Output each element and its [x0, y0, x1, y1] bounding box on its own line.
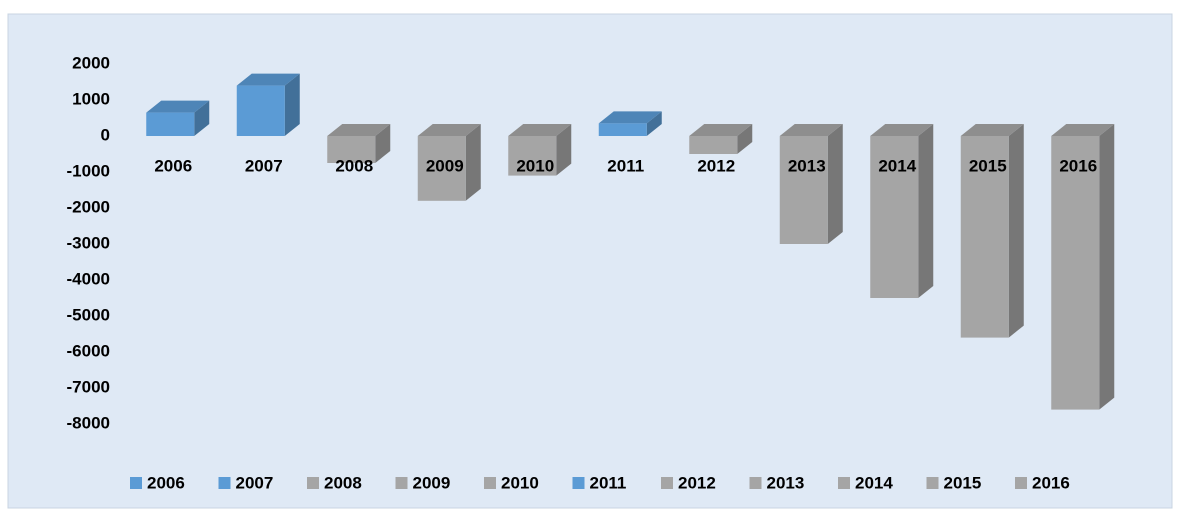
bar-front	[1051, 136, 1100, 410]
y-tick-label: -7000	[67, 377, 110, 396]
bar	[870, 124, 934, 298]
bar-top	[779, 124, 843, 136]
bar-top	[508, 124, 572, 136]
bar-top	[598, 111, 662, 124]
x-tick-label: 2014	[878, 156, 916, 175]
legend-swatch	[661, 477, 673, 489]
bar	[1051, 124, 1115, 410]
bar	[327, 124, 391, 163]
bar-side	[1099, 124, 1115, 410]
bar-side	[1008, 124, 1024, 338]
legend-label: 2014	[855, 473, 893, 492]
bar	[508, 124, 572, 176]
x-tick-label: 2015	[969, 156, 1007, 175]
bar	[689, 124, 753, 154]
bar-front	[870, 136, 919, 298]
legend-label: 2006	[147, 473, 185, 492]
bar-side	[827, 124, 843, 244]
bar-front	[689, 136, 738, 154]
legend-label: 2013	[767, 473, 805, 492]
bar-top	[417, 124, 481, 136]
bar-side	[284, 73, 300, 136]
legend-swatch	[749, 477, 762, 489]
bar-front	[146, 112, 195, 136]
bar-side	[918, 124, 934, 298]
bar-top	[146, 100, 210, 113]
legend-label: 2010	[501, 473, 539, 492]
x-tick-label: 2012	[697, 156, 735, 175]
x-tick-label: 2010	[516, 156, 554, 175]
legend-swatch	[926, 477, 939, 489]
bar-side	[737, 124, 753, 154]
bar-front	[779, 136, 828, 244]
y-tick-label: 0	[101, 125, 110, 144]
bar-side	[375, 124, 391, 163]
legend-label: 2008	[324, 473, 362, 492]
bar-top	[689, 124, 753, 136]
x-tick-label: 2007	[245, 156, 283, 175]
legend-swatch	[130, 477, 142, 489]
bar-front	[327, 136, 376, 163]
bar-front	[236, 85, 285, 136]
bar-side	[465, 124, 481, 201]
bar-front	[417, 136, 466, 201]
bar-top	[960, 124, 1024, 136]
y-tick-label: -8000	[67, 413, 110, 432]
bar-side	[646, 111, 662, 136]
bar-top	[870, 124, 934, 136]
bar-side	[194, 100, 210, 136]
x-tick-label: 2009	[426, 156, 464, 175]
legend-swatch	[395, 477, 408, 489]
bar	[417, 124, 481, 201]
y-tick-label: -4000	[67, 269, 110, 288]
x-tick-label: 2016	[1059, 156, 1097, 175]
x-tick-label: 2011	[607, 156, 644, 175]
bar-side	[556, 124, 572, 176]
bar	[236, 73, 300, 136]
legend-swatch	[307, 477, 319, 489]
legend-swatch	[218, 477, 231, 489]
x-tick-label: 2008	[335, 156, 373, 175]
x-tick-label: 2006	[154, 156, 192, 175]
bar-front	[960, 136, 1009, 338]
legend-swatch	[572, 477, 585, 489]
y-tick-label: -3000	[67, 233, 110, 252]
bar	[960, 124, 1024, 338]
y-tick-label: -6000	[67, 341, 110, 360]
legend-swatch	[838, 477, 850, 489]
y-tick-label: 1000	[72, 89, 110, 108]
legend-label: 2011	[590, 473, 627, 492]
bar-top	[1051, 124, 1115, 136]
x-tick-label: 2013	[788, 156, 826, 175]
y-tick-label: -5000	[67, 305, 110, 324]
legend-label: 2016	[1032, 473, 1070, 492]
y-tick-label: -2000	[67, 197, 110, 216]
legend-label: 2007	[236, 473, 274, 492]
y-tick-label: 2000	[72, 53, 110, 72]
bar	[779, 124, 843, 244]
bar	[598, 111, 662, 136]
bar-front	[598, 123, 647, 136]
y-tick-label: -1000	[67, 161, 110, 180]
bar-top	[327, 124, 391, 136]
legend-label: 2012	[678, 473, 716, 492]
legend-swatch	[484, 477, 496, 489]
bar-top	[236, 73, 300, 86]
legend-label: 2009	[413, 473, 451, 492]
legend-label: 2015	[944, 473, 982, 492]
bar	[146, 100, 210, 136]
legend-swatch	[1015, 477, 1027, 489]
bar-front	[508, 136, 557, 176]
